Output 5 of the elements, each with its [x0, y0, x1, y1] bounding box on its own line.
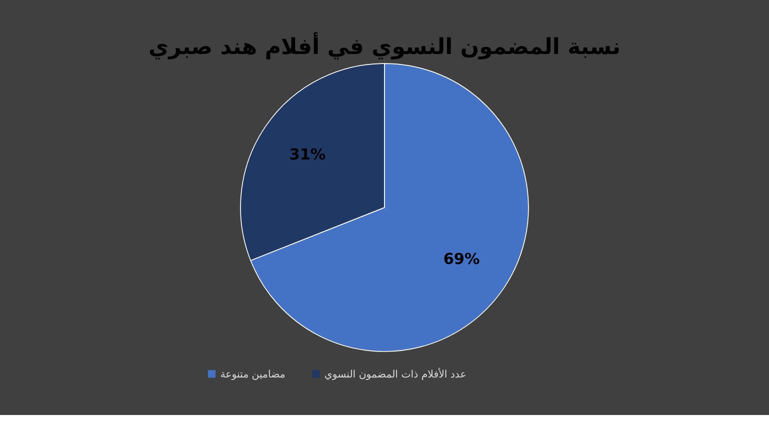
legend-label: مضامين متنوعة	[220, 369, 286, 380]
legend-label: عدد الأفلام ذات المضمون النسوي	[324, 367, 466, 380]
data-label: 31%	[289, 145, 326, 164]
data-label: 69%	[443, 250, 480, 268]
chart-title: نسبة المضمون النسوي في أفلام هند صبري	[148, 32, 621, 60]
